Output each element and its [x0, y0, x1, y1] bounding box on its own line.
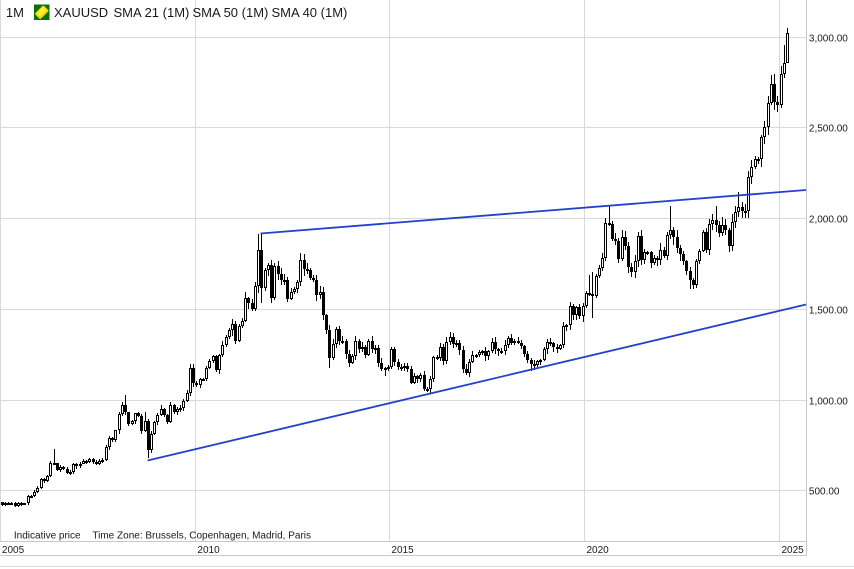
svg-text:1M: 1M — [6, 5, 24, 20]
svg-text:Indicative price: Indicative price — [14, 531, 81, 542]
svg-text:3,000.00: 3,000.00 — [809, 33, 848, 44]
svg-text:2,500.00: 2,500.00 — [809, 123, 848, 134]
svg-text:Time Zone: Brussels, Copenhage: Time Zone: Brussels, Copenhagen, Madrid,… — [92, 531, 311, 542]
svg-text:SMA 50 (1M): SMA 50 (1M) — [193, 5, 269, 20]
svg-text:XAUUSD: XAUUSD — [54, 5, 108, 20]
svg-text:2005: 2005 — [2, 545, 25, 556]
svg-text:2,000.00: 2,000.00 — [809, 214, 848, 225]
svg-text:1,000.00: 1,000.00 — [809, 396, 848, 407]
svg-text:500.00: 500.00 — [809, 486, 840, 497]
svg-text:1,500.00: 1,500.00 — [809, 305, 848, 316]
svg-text:2020: 2020 — [587, 545, 610, 556]
svg-text:2015: 2015 — [391, 545, 414, 556]
svg-text:SMA 40 (1M): SMA 40 (1M) — [272, 5, 348, 20]
svg-text:2025: 2025 — [782, 545, 805, 556]
svg-text:SMA 21 (1M): SMA 21 (1M) — [114, 5, 190, 20]
svg-text:2010: 2010 — [197, 545, 220, 556]
